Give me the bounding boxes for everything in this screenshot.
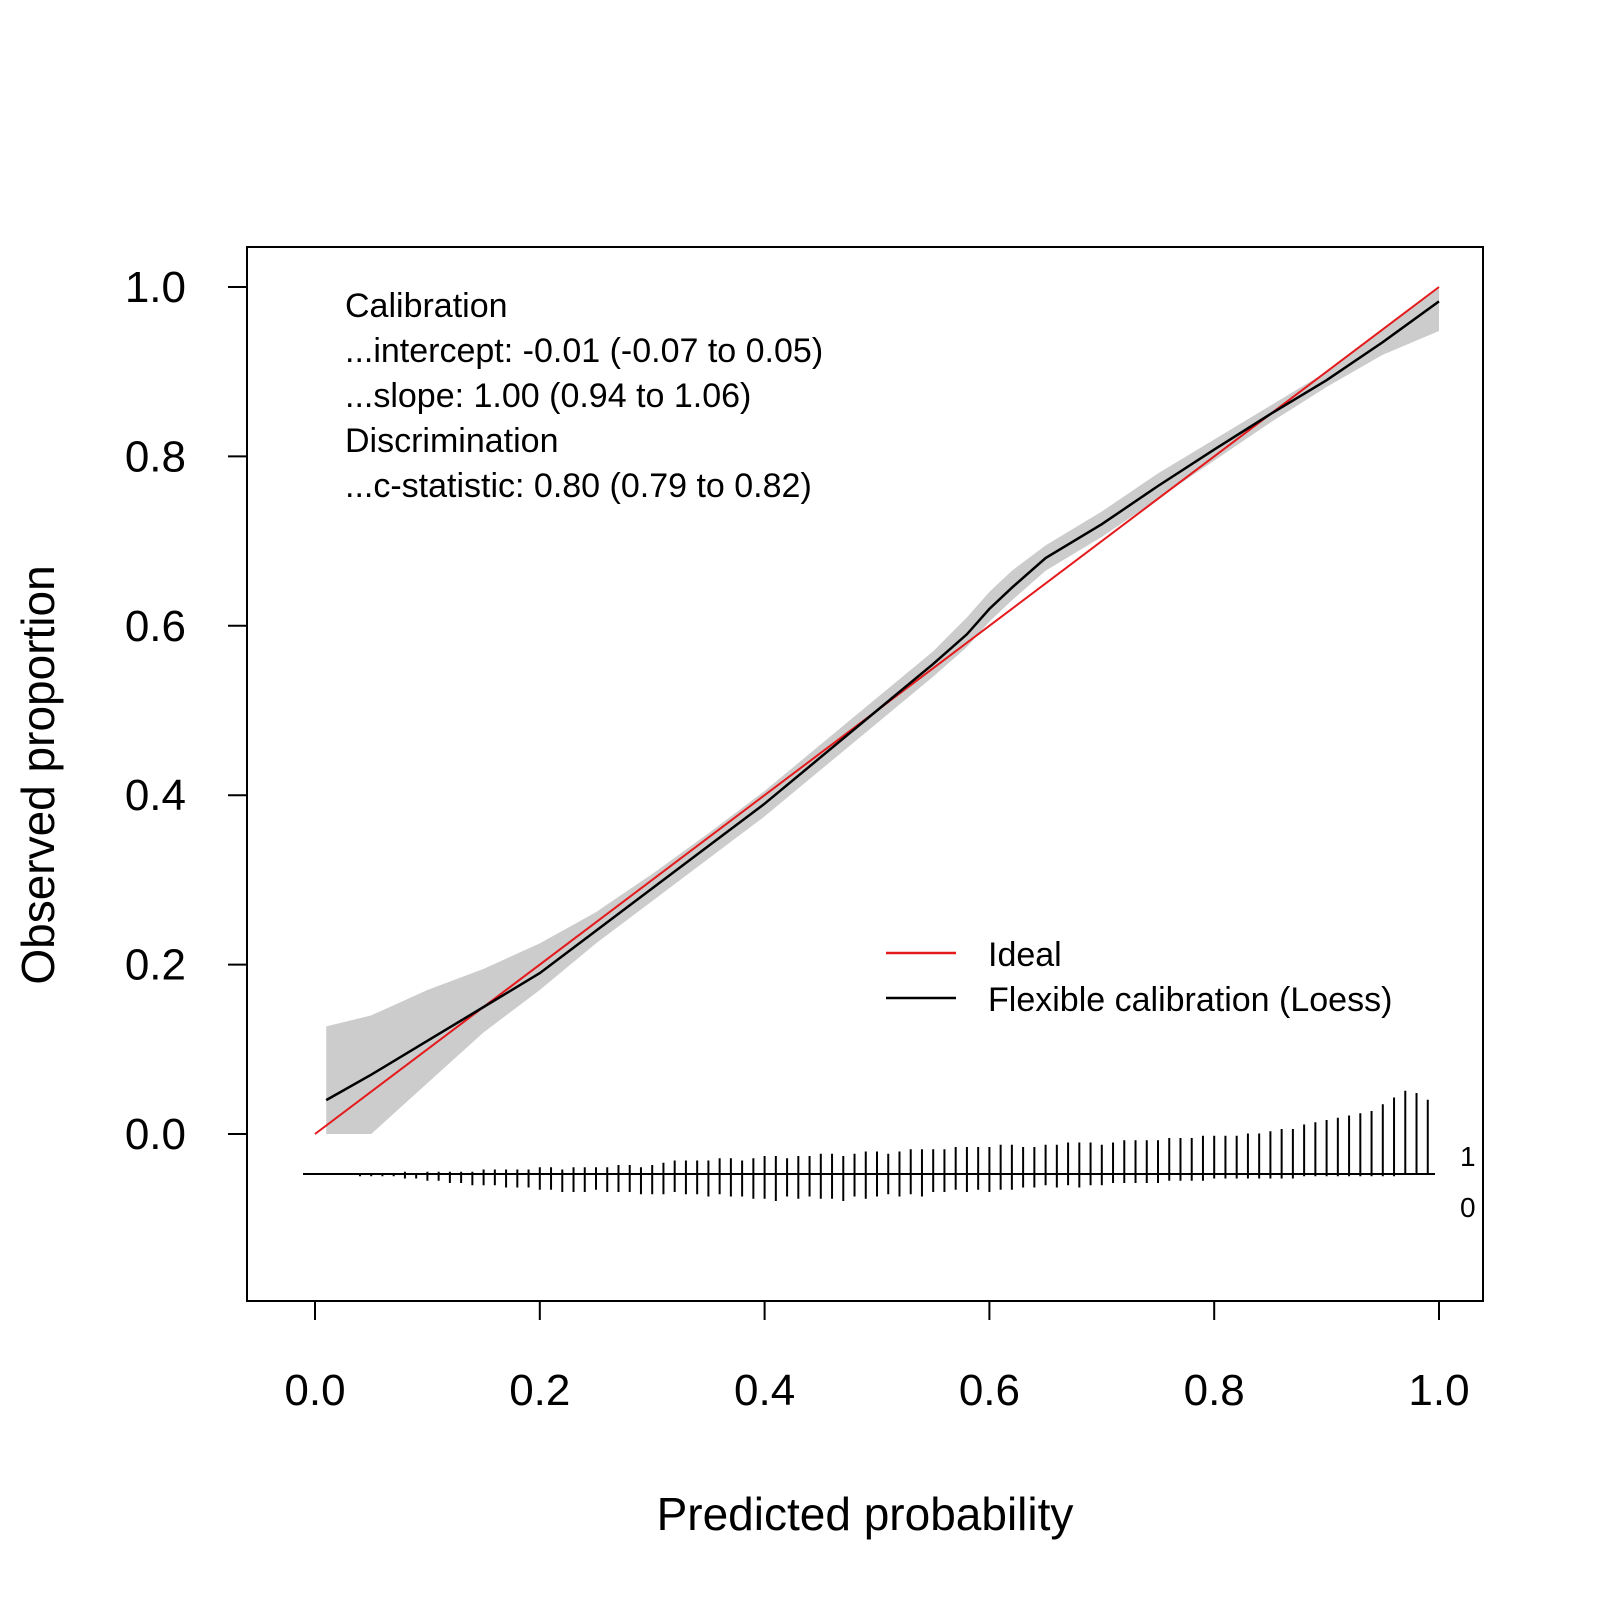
stats-annotation: Calibration ...intercept: -0.01 (-0.07 t… — [345, 287, 823, 505]
y-tick-label: 0.0 — [125, 1110, 186, 1159]
legend-label-ideal: Ideal — [988, 936, 1062, 974]
x-tick-label: 0.4 — [734, 1366, 795, 1415]
x-tick-label: 0.0 — [284, 1366, 345, 1415]
confidence-band-layer — [326, 287, 1439, 1134]
loess-calibration-line — [325, 300, 1440, 1102]
spike-histogram-layer — [303, 1090, 1435, 1201]
spike-label-nonevents: 0 — [1460, 1192, 1476, 1223]
y-tick-label: 1.0 — [125, 263, 186, 312]
stats-line-calibration: Calibration — [345, 287, 508, 325]
x-axis-label: Predicted probability — [657, 1488, 1074, 1540]
y-tick-label: 0.6 — [125, 602, 186, 651]
y-axis-label: Observed proportion — [12, 565, 64, 984]
spike-label-events: 1 — [1460, 1141, 1476, 1172]
x-tick-label: 1.0 — [1408, 1366, 1469, 1415]
y-tick-label: 0.4 — [125, 771, 186, 820]
y-tick-label: 0.2 — [125, 941, 186, 990]
confidence-band — [326, 287, 1439, 1134]
legend-label-loess: Flexible calibration (Loess) — [988, 981, 1392, 1019]
stats-line-slope: ...slope: 1.00 (0.94 to 1.06) — [345, 377, 751, 415]
x-tick-label: 0.2 — [509, 1366, 570, 1415]
stats-line-intercept: ...intercept: -0.01 (-0.07 to 0.05) — [345, 332, 823, 370]
x-tick-label: 0.6 — [959, 1366, 1020, 1415]
legend: Ideal Flexible calibration (Loess) — [886, 936, 1392, 1019]
stats-line-cstatistic: ...c-statistic: 0.80 (0.79 to 0.82) — [345, 467, 812, 505]
y-tick-label: 0.8 — [125, 432, 186, 481]
x-tick-label: 0.8 — [1184, 1366, 1245, 1415]
stats-line-discrimination: Discrimination — [345, 422, 559, 460]
axes-layer: 0.0 0.2 0.4 0.6 0.8 1.0 0.0 0.2 0.4 0.6 0.8 1.0 — [125, 263, 1470, 1415]
series-layer — [314, 286, 1440, 1135]
